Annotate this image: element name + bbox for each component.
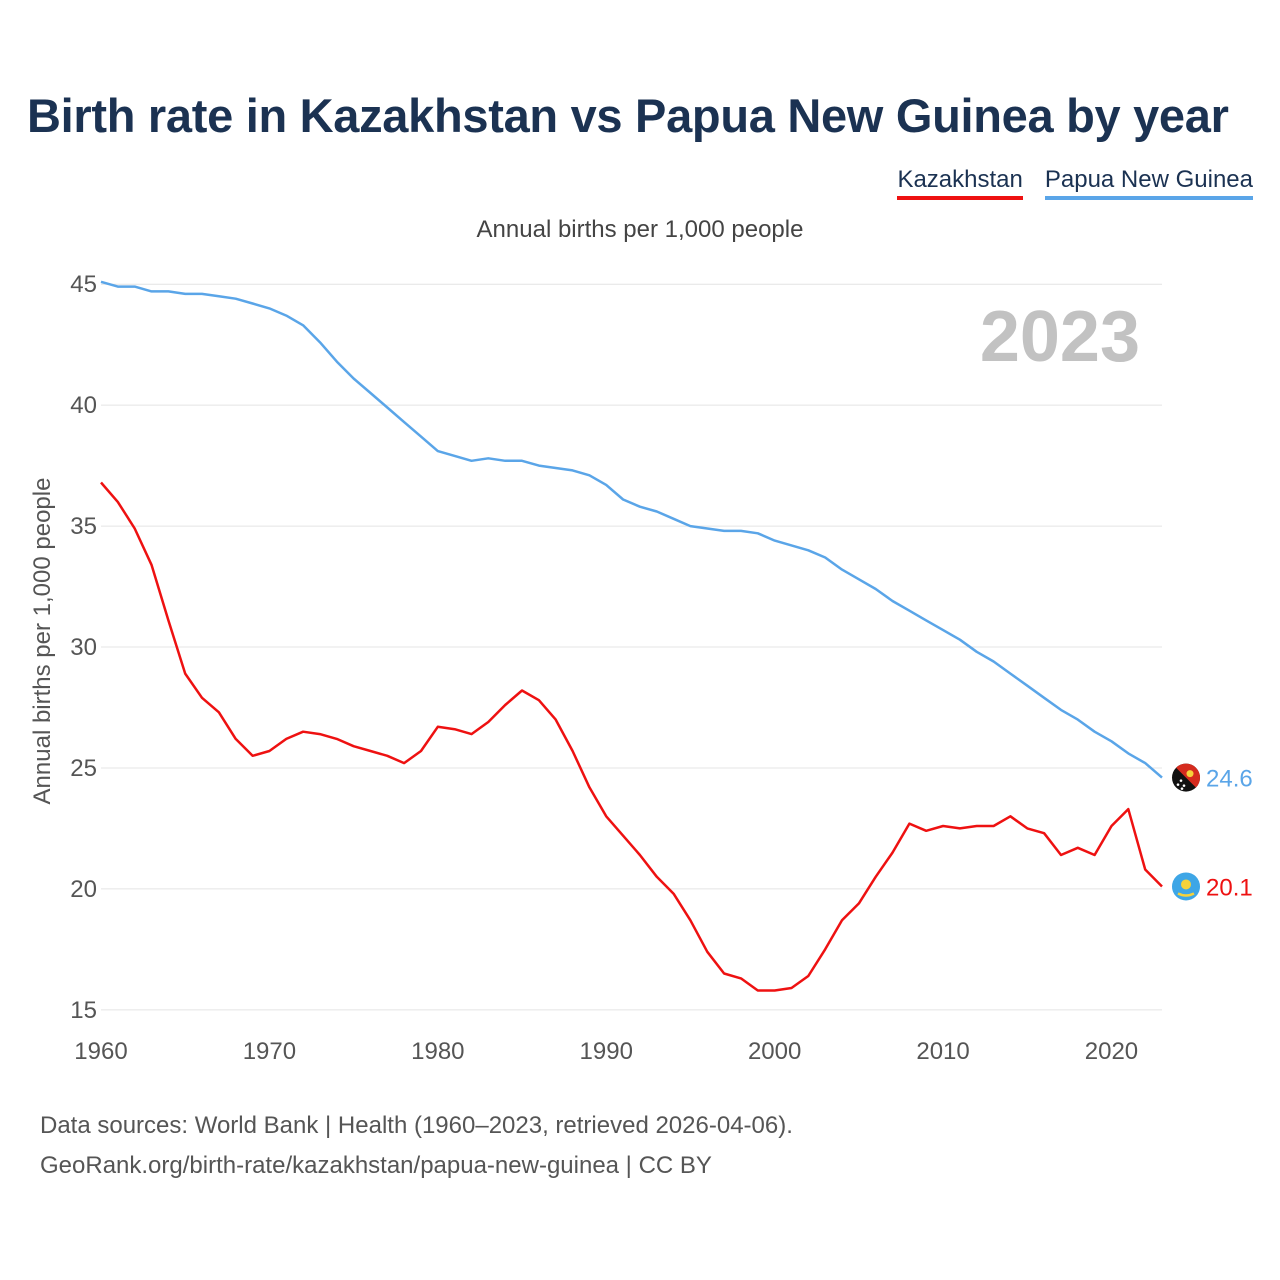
- x-tick-label: 1990: [580, 1038, 633, 1065]
- y-tick-label: 15: [70, 997, 97, 1024]
- source-line: Data sources: World Bank | Health (1960–…: [40, 1112, 793, 1139]
- x-tick-label: 1960: [74, 1038, 127, 1065]
- y-tick-label: 25: [70, 755, 97, 782]
- y-tick-label: 20: [70, 876, 97, 903]
- legend-item-papua-new-guinea[interactable]: Papua New Guinea: [1044, 166, 1253, 200]
- y-tick-label: 35: [70, 513, 97, 540]
- y-tick-label: 45: [70, 271, 97, 298]
- series-line-kazakhstan[interactable]: [100, 481, 1163, 992]
- chart-subtitle: Annual births per 1,000 people: [476, 216, 804, 243]
- x-tick-label: 2000: [748, 1038, 801, 1065]
- x-tick-label: 1970: [243, 1038, 296, 1065]
- x-tick-label: 2010: [916, 1038, 969, 1065]
- x-tick-label: 2020: [1085, 1038, 1138, 1065]
- legend: Kazakhstan Papua New Guinea: [897, 166, 1253, 200]
- year-label: 2023: [980, 297, 1140, 377]
- x-tick-label: 1980: [411, 1038, 464, 1065]
- data-sources: Data sources: World Bank | Health (1960–…: [40, 1106, 793, 1186]
- end-value-label: 24.6: [1206, 766, 1253, 793]
- kazakhstan-flag-icon: [1172, 872, 1200, 901]
- chart-title: Birth rate in Kazakhstan vs Papua New Gu…: [27, 89, 1229, 142]
- y-axis-label: Annual births per 1,000 people: [29, 478, 56, 805]
- line-chart: 15 20 25 30 35 40 45 1960 1970 1980 1990 2000 2010 2…: [29, 271, 1253, 1065]
- papua-new-guinea-flag-icon: [1172, 763, 1201, 792]
- legend-item-kazakhstan[interactable]: Kazakhstan: [897, 166, 1023, 200]
- end-value-label: 20.1: [1206, 874, 1253, 901]
- y-tick-label: 40: [70, 392, 97, 419]
- y-tick-label: 30: [70, 634, 97, 661]
- source-link[interactable]: GeoRank.org/birth-rate/kazakhstan/papua-…: [40, 1152, 712, 1179]
- series-line-papua-new-guinea[interactable]: [100, 280, 1163, 779]
